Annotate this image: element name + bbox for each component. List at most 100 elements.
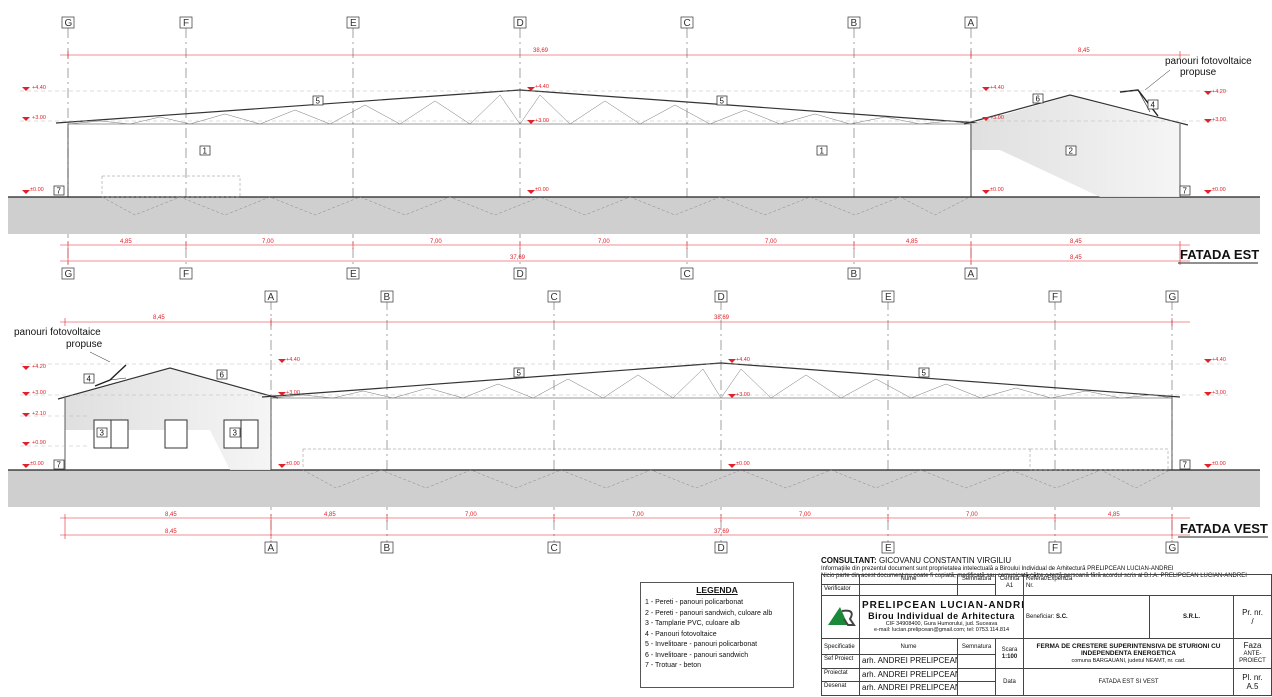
legend-item-1: 1 - Pereti - panouri policarbonat [645, 599, 744, 606]
consultant-note-1: Informațiile din prezentul document sunt… [821, 566, 1174, 572]
lvl-est-m2: +3.00 [535, 118, 549, 124]
axis-est-top-5: B [851, 18, 858, 29]
proiectat-label: Proiectat [821, 667, 860, 683]
dim-est-annex2: 8,45 [1070, 255, 1082, 261]
axis-est-top-4: C [684, 18, 691, 29]
pv-note-vest-line1: panouri fotovoltaice [14, 327, 101, 338]
lvl-est-a2: +3.00 [990, 115, 1004, 121]
proiectat-name: arh. ANDREI PRELIPCEAN [859, 667, 958, 683]
axis-est-bot-2: E [350, 269, 357, 280]
tag-est-1a: 1 [203, 147, 208, 156]
dim-est-b0: 4,85 [120, 239, 132, 245]
dim-vest-total: 37,69 [714, 529, 730, 535]
axis-est-bot-5: B [851, 269, 858, 280]
ground-band-est [8, 197, 1260, 234]
th-semnatura: Semnatura [957, 573, 996, 586]
axis-vest-bot-4: E [885, 543, 892, 554]
srl-label: S.R.L. [1182, 614, 1200, 621]
dim-vest-b1: 4,85 [324, 512, 336, 518]
axis-vest-bot-0: A [268, 543, 275, 554]
axis-vest-bot-2: C [551, 543, 558, 554]
tag-est-6: 6 [1036, 95, 1041, 104]
lvl-vest-r1: +4.40 [1212, 357, 1226, 363]
lvl-est-a1: +4.40 [990, 85, 1004, 91]
tag-vest-7a: 7 [57, 461, 62, 470]
axis-vest-bot-6: G [1169, 543, 1177, 554]
th-referat: Referat/Expertiza [1026, 576, 1073, 582]
tag-vest-5a: 5 [517, 369, 522, 378]
plnr-label: Pl. nr. [1242, 672, 1263, 682]
lvl-est-r1: +4.20 [1212, 89, 1226, 95]
axis-est-top-6: A [968, 18, 975, 29]
prnr-value: / [1251, 617, 1254, 627]
dim-est-b4: 7,00 [765, 239, 777, 245]
prnr-label: Pr. nr. [1242, 608, 1263, 618]
dim-top-main-vest: 38,69 [714, 315, 730, 321]
tag-vest-7b: 7 [1183, 461, 1188, 470]
legend-title: LEGENDA [696, 585, 738, 595]
dim-top-main-est: 38,69 [533, 48, 549, 54]
lvl-vest-a1: +4.40 [286, 357, 300, 363]
axis-est-top-1: F [183, 18, 189, 29]
axis-est-bot-4: C [684, 269, 691, 280]
axis-vest-top-6: G [1169, 292, 1177, 303]
tag-vest-3b: 3 [233, 429, 238, 438]
axis-est-top-0: G [65, 18, 73, 29]
dim-est-b6: 8,45 [1070, 239, 1082, 245]
title-fatada-est: FATADA EST [1180, 247, 1259, 262]
lvl-est-m1: +4.40 [535, 84, 549, 90]
tag-est-1b: 1 [820, 147, 825, 156]
lvl-est-l1: +4.40 [32, 85, 46, 91]
tag-vest-5b: 5 [922, 369, 927, 378]
elevation-est: 38,69 8,45 +4.40 +3.00 ±0.00 +4.40 +3.00… [8, 16, 1260, 280]
legend: LEGENDA 1 - Pereti - panouri policarbona… [640, 582, 794, 688]
legend-item-7: 7 - Trotuar - beton [645, 662, 702, 669]
faza-label: Faza [1243, 641, 1262, 651]
verificator-label: Verificator [821, 584, 860, 597]
firm-cif: CIF 34908400, Gura Humorului, jud. Sucea… [885, 620, 998, 627]
lvl-vest-l1: +4.20 [32, 364, 46, 370]
legend-item-2: 2 - Pereti - panouri sandwich, culoare a… [645, 609, 773, 617]
lvl-est-l3: ±0.00 [30, 187, 44, 193]
axis-vest-top-0: A [268, 292, 275, 303]
firm-logo-icon [827, 607, 856, 627]
pv-note-est-line2: propuse [1180, 67, 1217, 78]
th-cerinta: Cerinta [999, 576, 1020, 582]
axis-est-top-2: E [350, 18, 357, 29]
tag-est-4: 4 [1151, 101, 1156, 110]
scara-label: Scara [1001, 646, 1018, 653]
project-location: comuna BARGAUANI, judetul NEAMT, nr. cad… [1071, 657, 1186, 664]
faza-value-2: PROIECT [1239, 658, 1266, 665]
tag-est-7b: 7 [1183, 187, 1188, 196]
dim-vest-b2: 7,00 [465, 512, 477, 518]
dim-est-b2: 7,00 [430, 239, 442, 245]
sef-proiect-label: Sef Proiect [821, 654, 860, 669]
sef-proiect-name: arh. ANDREI PRELIPCEAN [859, 654, 958, 669]
axis-vest-bot-5: F [1052, 543, 1058, 554]
drawing-title: FATADA EST SI VEST [1023, 667, 1234, 697]
dim-est-b3: 7,00 [598, 239, 610, 245]
dim-vest-b5: 7,00 [966, 512, 978, 518]
data-label: Data [995, 667, 1024, 697]
lvl-vest-l3: +2.10 [32, 411, 46, 417]
tag-vest-6: 6 [220, 371, 225, 380]
dim-top-annex-est: 8,45 [1078, 48, 1090, 54]
referat-nr: Nr. [1026, 583, 1034, 589]
axis-est-bot-1: F [183, 269, 189, 280]
ground-band-vest [8, 470, 1260, 507]
lvl-est-a3: ±0.00 [990, 187, 1004, 193]
legend-item-4: 4 - Panouri fotovoltaice [645, 630, 717, 638]
axis-vest-top-1: B [384, 292, 391, 303]
lvl-est-r3: ±0.00 [1212, 187, 1226, 193]
tag-est-5a: 5 [316, 97, 321, 106]
tag-est-2: 2 [1069, 147, 1074, 156]
dim-est-b1: 7,00 [262, 239, 274, 245]
axis-vest-top-3: D [718, 292, 725, 303]
tag-vest-3a: 3 [100, 429, 105, 438]
tag-est-5b: 5 [720, 97, 725, 106]
lvl-vest-m2: +3.00 [736, 392, 750, 398]
axis-est-bot-3: D [517, 269, 524, 280]
axis-vest-top-2: C [551, 292, 558, 303]
firm-subtitle: Birou Individual de Arhitectura [868, 610, 1015, 621]
